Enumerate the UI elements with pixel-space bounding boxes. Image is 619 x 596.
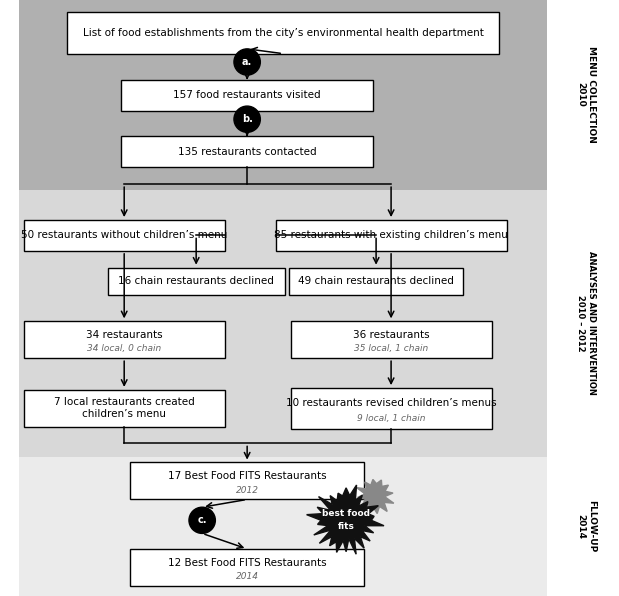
Bar: [121, 80, 373, 111]
Circle shape: [234, 106, 261, 132]
Bar: [121, 136, 373, 167]
Text: 135 restaurants contacted: 135 restaurants contacted: [178, 147, 316, 157]
Text: 157 food restaurants visited: 157 food restaurants visited: [173, 91, 321, 100]
Text: 16 chain restaurants declined: 16 chain restaurants declined: [118, 277, 274, 286]
Text: 35 local, 1 chain: 35 local, 1 chain: [354, 344, 428, 353]
Bar: [19, 190, 547, 457]
Bar: [19, 0, 547, 190]
Text: a.: a.: [242, 57, 253, 67]
Text: b.: b.: [241, 114, 253, 124]
Text: 2014: 2014: [236, 572, 259, 581]
Text: 49 chain restaurants declined: 49 chain restaurants declined: [298, 277, 454, 286]
Text: MENU COLLECTION
2010: MENU COLLECTION 2010: [576, 46, 595, 143]
Bar: [19, 457, 547, 596]
Text: best food: best food: [322, 508, 370, 518]
Text: 12 Best Food FITS Restaurants: 12 Best Food FITS Restaurants: [168, 558, 326, 567]
Polygon shape: [357, 479, 394, 514]
Bar: [24, 220, 225, 251]
Bar: [67, 12, 499, 54]
Text: 7 local restaurants created
children’s menu: 7 local restaurants created children’s m…: [54, 398, 194, 419]
Text: List of food establishments from the city’s environmental health department: List of food establishments from the cit…: [83, 28, 483, 38]
Text: 36 restaurants: 36 restaurants: [353, 330, 430, 340]
Text: 34 local, 0 chain: 34 local, 0 chain: [87, 344, 162, 353]
Text: 50 restaurants without children’s menu: 50 restaurants without children’s menu: [21, 231, 227, 240]
Bar: [130, 462, 364, 499]
Text: c.: c.: [197, 516, 207, 525]
Text: 85 restaurants with existing children’s menu: 85 restaurants with existing children’s …: [274, 231, 508, 240]
Bar: [291, 321, 491, 358]
Text: 9 local, 1 chain: 9 local, 1 chain: [357, 414, 425, 423]
Text: 2012: 2012: [236, 486, 259, 495]
Text: fits: fits: [338, 522, 355, 531]
Bar: [130, 549, 364, 586]
Circle shape: [189, 507, 215, 533]
Bar: [275, 220, 506, 251]
Bar: [24, 390, 225, 427]
Text: 17 Best Food FITS Restaurants: 17 Best Food FITS Restaurants: [168, 471, 326, 481]
Bar: [291, 388, 491, 429]
Bar: [547, 0, 619, 596]
Text: 34 restaurants: 34 restaurants: [86, 330, 163, 340]
Polygon shape: [306, 485, 384, 554]
Text: FLLOW-UP
2014: FLLOW-UP 2014: [576, 501, 595, 552]
Text: 10 restaurants revised children’s menus: 10 restaurants revised children’s menus: [286, 398, 496, 408]
Circle shape: [234, 49, 261, 75]
Text: ANALYSES AND INTERVENTION
2010 – 2012: ANALYSES AND INTERVENTION 2010 – 2012: [576, 252, 595, 395]
Bar: [24, 321, 225, 358]
Bar: [289, 268, 463, 295]
Bar: [108, 268, 285, 295]
